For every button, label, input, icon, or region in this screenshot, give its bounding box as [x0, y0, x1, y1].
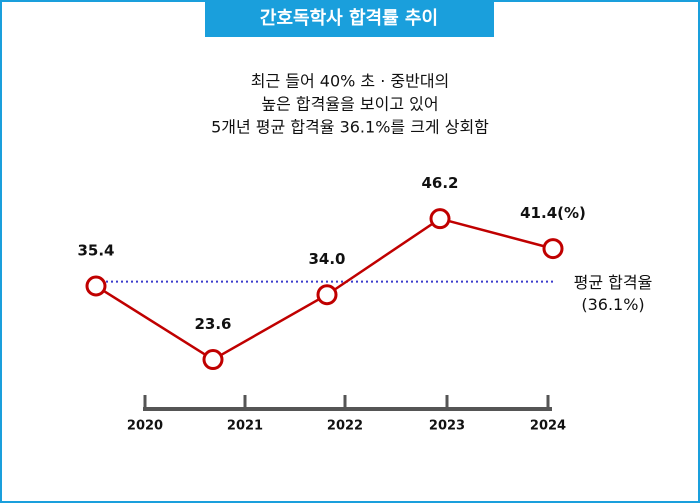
- chart-title: 간호독학사 합격률 추이: [260, 7, 438, 29]
- average-label: 평균 합격율: [574, 273, 653, 292]
- data-label: 23.6: [194, 315, 231, 333]
- x-tick-label: 2023: [429, 419, 465, 434]
- marker: [542, 238, 564, 260]
- data-label: 46.2: [421, 174, 458, 192]
- x-tick-label: 2024: [530, 419, 566, 434]
- x-tick-label: 2022: [327, 419, 363, 434]
- data-label: 41.4(%): [520, 204, 586, 222]
- x-tick-label: 2020: [127, 419, 163, 434]
- title-banner: [205, 0, 494, 37]
- marker: [85, 275, 107, 297]
- data-label: 35.4: [77, 242, 114, 260]
- subtitle: 최근 들어 40% 초 · 중반대의: [251, 72, 450, 91]
- marker: [429, 208, 451, 230]
- marker: [202, 349, 224, 371]
- subtitle: 5개년 평균 합격율 36.1%를 크게 상회함: [211, 118, 489, 137]
- data-label: 34.0: [308, 250, 345, 268]
- x-tick-label: 2021: [227, 419, 263, 434]
- marker: [316, 284, 338, 306]
- subtitle: 높은 합격율을 보이고 있어: [261, 95, 438, 114]
- average-value-label: (36.1%): [581, 295, 644, 314]
